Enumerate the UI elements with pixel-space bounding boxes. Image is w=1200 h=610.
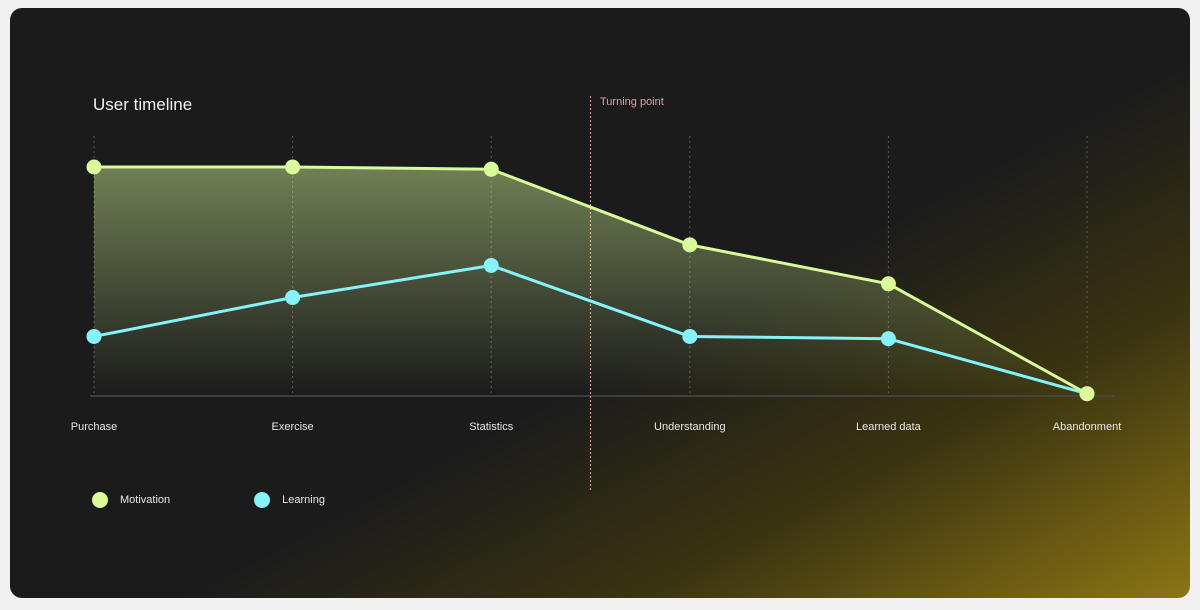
legend-marker-motivation: [92, 492, 108, 508]
x-tick-label: Purchase: [71, 421, 117, 433]
legend-label-motivation: Motivation: [120, 494, 171, 506]
data-point-motivation: [682, 237, 698, 253]
chart-card: Purchase Exercise Statistics Understanding L…: [10, 8, 1190, 598]
legend-item-motivation: Motivation: [92, 492, 170, 508]
turning-point-label: Turning point: [600, 96, 664, 108]
data-point-learning: [86, 328, 102, 344]
legend: Motivation Learning: [92, 492, 409, 508]
x-tick-label: Statistics: [469, 421, 514, 433]
data-point-motivation: [86, 159, 102, 175]
series-line-learning: [93, 263, 1088, 396]
series-layer: [86, 159, 1095, 402]
data-point-learning: [682, 328, 698, 344]
data-point-learning: [285, 290, 301, 306]
data-point-motivation: [880, 276, 896, 292]
line-chart: Purchase Exercise Statistics Understanding L…: [71, 96, 1121, 492]
x-tick-labels: Purchase Exercise Statistics Understanding L…: [71, 421, 1121, 433]
data-point-learning: [880, 331, 896, 347]
data-point-motivation: [483, 161, 499, 177]
series-line-motivation: [94, 165, 1088, 396]
data-point-motivation: [285, 159, 301, 175]
data-point-learning: [483, 257, 499, 273]
chart-title: User timeline: [93, 95, 193, 114]
x-tick-label: Learned data: [856, 421, 922, 433]
legend-item-learning: Learning: [254, 492, 325, 508]
legend-label-learning: Learning: [282, 494, 325, 506]
x-tick-label: Understanding: [654, 421, 726, 433]
x-tick-label: Abandonment: [1053, 421, 1122, 433]
legend-marker-learning: [254, 492, 271, 508]
x-tick-label: Exercise: [272, 421, 314, 433]
data-point-motivation: [1079, 386, 1095, 402]
